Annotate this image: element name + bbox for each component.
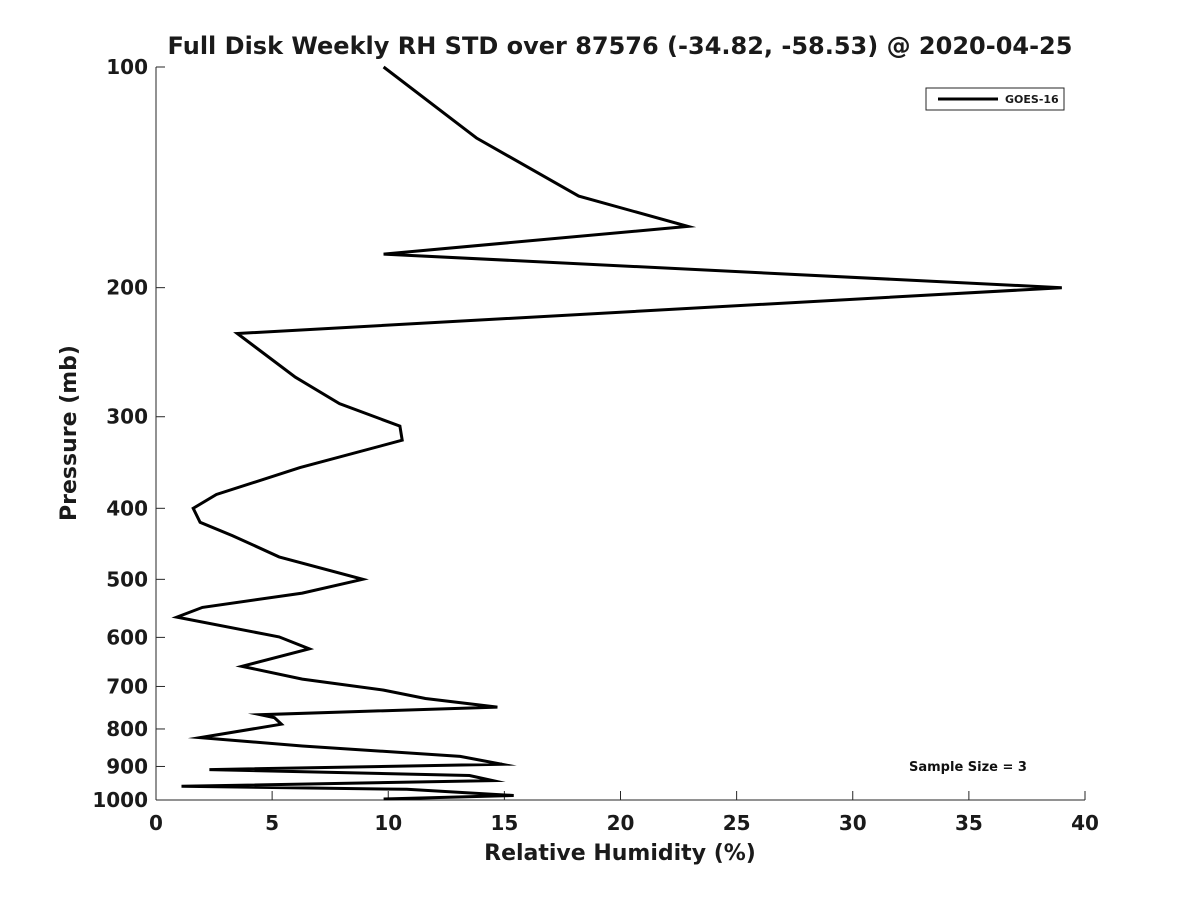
- x-ticks: 0 5 10 15 20 25 30 35 40: [149, 791, 1099, 835]
- x-tick-label: 25: [723, 811, 751, 835]
- series-layer: [171, 65, 1062, 801]
- x-tick-label: 0: [149, 811, 163, 835]
- legend-label: GOES-16: [1005, 93, 1059, 106]
- y-tick-label: 700: [106, 674, 148, 698]
- x-tick-label: 5: [265, 811, 279, 835]
- y-tick-label: 600: [106, 625, 148, 649]
- x-tick-label: 35: [955, 811, 983, 835]
- y-tick-label: 1000: [92, 788, 148, 812]
- legend: GOES-16: [925, 87, 1065, 111]
- x-tick-label: 15: [490, 811, 518, 835]
- series-line-goes16: [171, 65, 1062, 801]
- sample-size-annotation: Sample Size = 3: [909, 760, 1027, 775]
- y-tick-label: 300: [106, 405, 148, 429]
- y-tick-label: 900: [106, 754, 148, 778]
- y-tick-label: 200: [106, 276, 148, 300]
- axes: [155, 67, 1085, 801]
- x-tick-label: 40: [1071, 811, 1099, 835]
- x-axis-label: Relative Humidity (%): [484, 841, 756, 866]
- y-axis-label: Pressure (mb): [57, 345, 82, 521]
- y-tick-label: 100: [106, 55, 148, 79]
- y-tick-label: 400: [106, 496, 148, 520]
- y-tick-label: 800: [106, 717, 148, 741]
- x-tick-label: 30: [839, 811, 867, 835]
- y-tick-label: 500: [106, 567, 148, 591]
- y-ticks: 100 200 300 400 500 600 700 800 900 1000: [92, 55, 165, 812]
- x-tick-label: 20: [607, 811, 635, 835]
- chart-title: Full Disk Weekly RH STD over 87576 (-34.…: [168, 32, 1073, 60]
- x-tick-label: 10: [374, 811, 402, 835]
